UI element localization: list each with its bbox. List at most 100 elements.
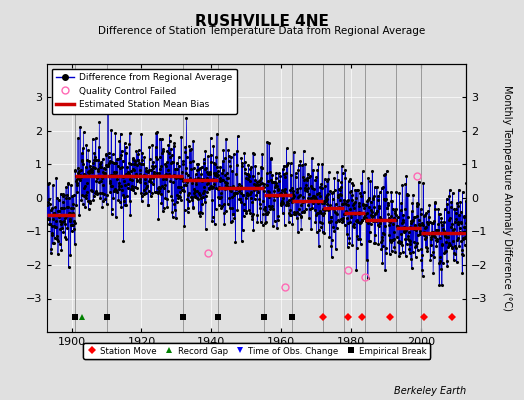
Point (220, 210, 228, 216)
Point (444, 244, 452, 250)
Point (182, 154, 191, 160)
Point (395, 253, 403, 260)
Point (378, 260, 387, 266)
Point (227, 193, 236, 200)
Point (110, 169, 118, 175)
Point (350, 200, 358, 206)
Point (232, 189, 240, 196)
Point (383, 189, 391, 195)
Point (140, 187, 148, 193)
Point (258, 165, 266, 171)
Point (240, 150, 248, 156)
Point (396, 207, 405, 213)
Point (436, 234, 444, 241)
Point (278, 187, 286, 193)
Point (210, 170, 218, 176)
Point (315, 242, 323, 249)
Point (454, 221, 463, 227)
Point (403, 191, 411, 198)
Point (388, 248, 396, 254)
Point (243, 170, 251, 177)
Point (392, 222, 401, 229)
Point (213, 171, 222, 178)
Point (275, 192, 283, 199)
Point (158, 149, 166, 156)
Point (397, 200, 405, 206)
Point (419, 222, 427, 228)
Point (136, 171, 145, 178)
Point (322, 196, 331, 202)
Point (208, 184, 216, 191)
Point (333, 225, 341, 231)
Point (177, 172, 185, 179)
Point (408, 265, 416, 272)
Point (322, 193, 331, 200)
Point (131, 161, 139, 167)
Point (259, 210, 267, 217)
Point (347, 211, 355, 217)
Point (119, 238, 128, 244)
Point (199, 176, 207, 182)
Point (286, 187, 294, 193)
Point (188, 180, 196, 187)
Point (219, 176, 227, 183)
Point (342, 201, 350, 208)
Point (460, 213, 468, 219)
Point (242, 195, 250, 202)
Point (145, 167, 154, 173)
Point (206, 159, 215, 165)
Point (111, 172, 119, 178)
Point (337, 216, 345, 222)
Point (426, 230, 434, 236)
Point (221, 172, 229, 178)
Point (77, 196, 85, 203)
Point (271, 179, 279, 186)
Point (250, 187, 258, 193)
Point (246, 166, 255, 172)
Point (70, 192, 78, 198)
Point (101, 170, 109, 176)
Point (419, 180, 428, 186)
Point (185, 176, 194, 183)
Point (135, 173, 143, 179)
Point (153, 129, 161, 136)
Point (302, 186, 310, 193)
Point (67, 222, 75, 228)
Point (383, 205, 391, 212)
Point (414, 222, 423, 228)
Point (270, 193, 278, 199)
Point (360, 215, 368, 222)
Point (283, 200, 291, 207)
Point (144, 202, 152, 208)
Point (244, 162, 253, 168)
Point (409, 239, 418, 246)
Point (447, 198, 455, 205)
Point (255, 178, 263, 184)
Point (74, 168, 83, 174)
Point (181, 181, 190, 188)
Point (215, 183, 223, 190)
Point (268, 203, 276, 209)
Point (83, 180, 91, 186)
Point (115, 186, 123, 192)
Point (272, 175, 280, 181)
Point (291, 211, 300, 217)
Point (281, 170, 290, 176)
Point (397, 238, 406, 245)
Point (204, 153, 212, 159)
Point (288, 199, 296, 206)
Point (392, 189, 401, 196)
Point (166, 178, 174, 184)
Point (203, 188, 211, 195)
Point (332, 246, 340, 252)
Point (125, 198, 134, 204)
Point (344, 202, 352, 208)
Point (241, 166, 249, 172)
Point (304, 185, 312, 192)
Point (375, 204, 383, 211)
Point (379, 184, 388, 190)
Point (457, 237, 466, 244)
Point (307, 194, 315, 201)
Point (64, 180, 73, 186)
Point (291, 174, 300, 181)
